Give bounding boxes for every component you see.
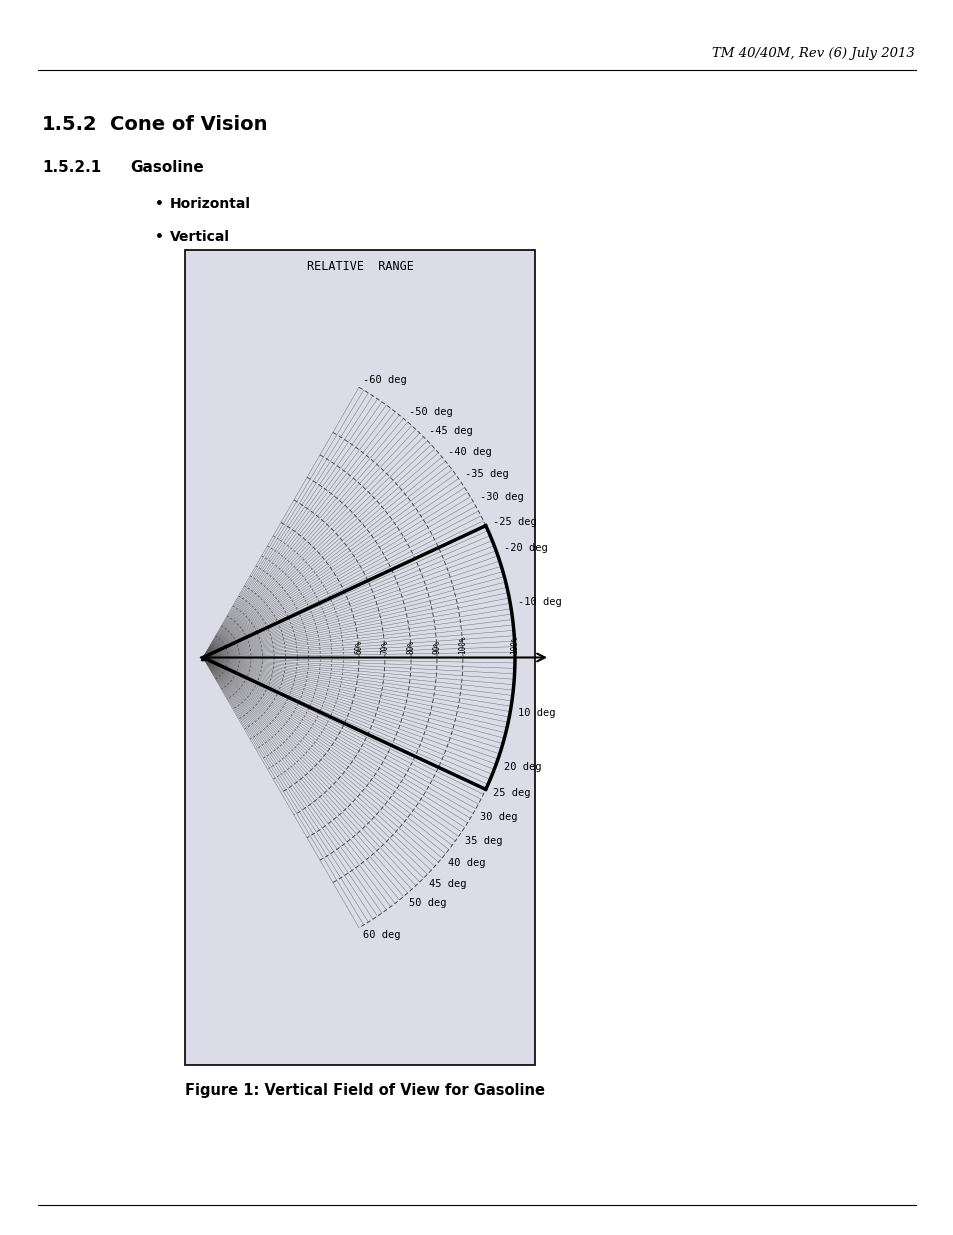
Text: Gasoline: Gasoline xyxy=(130,161,204,175)
Text: 100%: 100% xyxy=(457,635,467,653)
Text: •: • xyxy=(154,198,164,211)
Text: 80%: 80% xyxy=(406,640,416,653)
Text: 35 deg: 35 deg xyxy=(465,836,502,846)
Text: RELATIVE  RANGE: RELATIVE RANGE xyxy=(306,261,413,273)
Text: -50 deg: -50 deg xyxy=(408,408,452,417)
Text: 20 deg: 20 deg xyxy=(503,762,540,772)
Text: 10 deg: 10 deg xyxy=(517,708,555,718)
Text: TM 40/40M, Rev (6) July 2013: TM 40/40M, Rev (6) July 2013 xyxy=(712,47,914,61)
Text: 60%: 60% xyxy=(355,640,363,653)
Text: -60 deg: -60 deg xyxy=(363,375,406,385)
Text: Vertical: Vertical xyxy=(170,230,230,245)
Text: -20 deg: -20 deg xyxy=(503,543,547,553)
Text: 50 deg: 50 deg xyxy=(408,898,446,908)
Text: 1.5.2.1: 1.5.2.1 xyxy=(42,161,101,175)
Bar xyxy=(185,249,535,1065)
Text: 30 deg: 30 deg xyxy=(479,813,517,823)
Text: 90%: 90% xyxy=(432,640,441,653)
Text: 70%: 70% xyxy=(380,640,389,653)
Text: 40 deg: 40 deg xyxy=(448,858,485,868)
Text: 45 deg: 45 deg xyxy=(429,879,466,889)
Text: Horizontal: Horizontal xyxy=(170,198,251,211)
Text: 100%: 100% xyxy=(510,635,519,653)
Text: -35 deg: -35 deg xyxy=(465,469,508,479)
Text: -25 deg: -25 deg xyxy=(493,517,537,527)
Text: -30 deg: -30 deg xyxy=(479,493,523,503)
Text: -10 deg: -10 deg xyxy=(517,597,561,606)
Text: Cone of Vision: Cone of Vision xyxy=(110,115,267,135)
Text: Figure 1: Vertical Field of View for Gasoline: Figure 1: Vertical Field of View for Gas… xyxy=(185,1083,544,1098)
Text: 25 deg: 25 deg xyxy=(493,788,530,798)
Text: •: • xyxy=(154,230,164,245)
Text: -45 deg: -45 deg xyxy=(429,426,473,436)
Text: 1.5.2: 1.5.2 xyxy=(42,115,97,135)
Text: 60 deg: 60 deg xyxy=(363,930,400,940)
Text: -40 deg: -40 deg xyxy=(448,447,492,457)
